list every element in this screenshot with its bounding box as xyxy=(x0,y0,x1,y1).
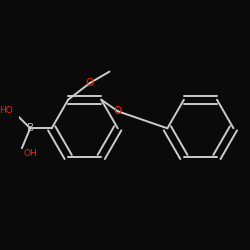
Text: HO: HO xyxy=(0,106,13,116)
Text: O: O xyxy=(86,78,94,88)
Text: O: O xyxy=(114,106,122,116)
Text: OH: OH xyxy=(24,150,37,158)
Text: B: B xyxy=(26,123,34,133)
